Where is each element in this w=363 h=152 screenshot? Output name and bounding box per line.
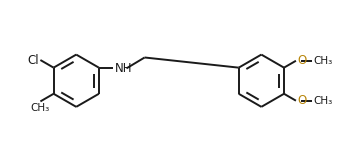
Text: NH: NH: [114, 62, 132, 75]
Text: CH₃: CH₃: [313, 56, 332, 66]
Text: CH₃: CH₃: [313, 96, 332, 106]
Text: CH₃: CH₃: [31, 103, 50, 113]
Text: Cl: Cl: [27, 54, 39, 67]
Text: O: O: [297, 54, 306, 67]
Text: O: O: [297, 94, 306, 107]
